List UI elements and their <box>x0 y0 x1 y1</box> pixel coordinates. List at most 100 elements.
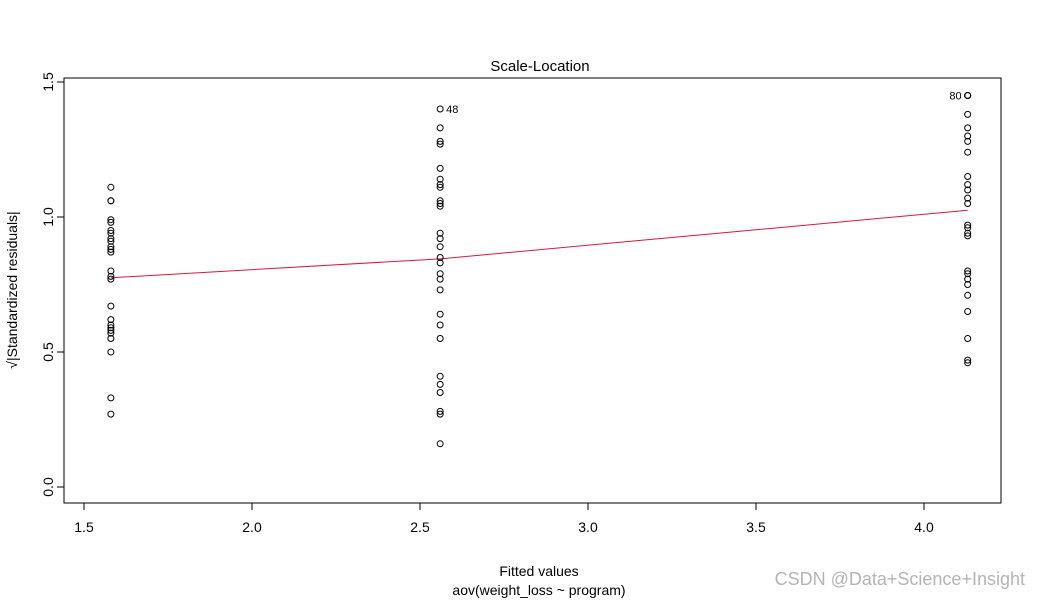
data-point <box>964 291 972 299</box>
data-point <box>107 275 115 283</box>
data-point <box>107 348 115 356</box>
data-point <box>436 380 444 388</box>
data-point <box>107 248 115 256</box>
data-point <box>964 232 972 240</box>
data-point <box>436 259 444 267</box>
data-point <box>964 308 972 315</box>
smooth-line <box>110 209 968 279</box>
x-tick-label: 2.0 <box>242 519 262 535</box>
data-point <box>964 224 972 232</box>
data-point <box>107 394 115 402</box>
data-point <box>436 137 444 145</box>
data-point <box>436 410 444 418</box>
data-point <box>436 229 444 237</box>
data-point <box>964 124 972 132</box>
data-point <box>107 237 115 245</box>
x-tick-label: 2.5 <box>410 519 430 535</box>
data-point <box>436 140 444 148</box>
points-layer <box>107 92 972 448</box>
data-point <box>436 181 444 189</box>
data-point <box>107 302 115 310</box>
x-axis-sublabel: aov(weight_loss ~ program) <box>452 582 625 598</box>
data-point <box>107 183 115 191</box>
data-point <box>436 321 444 329</box>
data-point <box>107 335 115 342</box>
data-point <box>107 216 115 224</box>
y-tick-label: 0.5 <box>40 342 56 362</box>
data-point <box>107 245 115 253</box>
data-point <box>436 270 444 278</box>
data-point <box>964 221 972 229</box>
data-point <box>964 356 972 364</box>
y-axis-label: √|Standardized residuals| <box>4 211 20 368</box>
data-point <box>964 359 972 367</box>
x-axis-label: Fitted values <box>499 563 578 579</box>
data-point <box>107 243 115 251</box>
x-axis: 1.5 2.0 2.5 3.0 3.5 4.0 <box>74 502 934 535</box>
data-point <box>107 410 115 418</box>
data-point <box>107 267 115 275</box>
data-point <box>436 254 444 261</box>
data-point <box>964 148 972 156</box>
data-point <box>436 275 444 283</box>
data-point <box>107 324 115 332</box>
data-point <box>964 186 972 194</box>
data-point <box>436 124 444 132</box>
y-tick-label: 0.0 <box>40 477 56 497</box>
data-point <box>964 270 972 278</box>
data-point <box>436 335 444 342</box>
data-point <box>964 267 972 275</box>
data-point <box>436 310 444 318</box>
plot-frame <box>63 77 1002 504</box>
x-tick-label: 3.0 <box>578 519 598 535</box>
data-point <box>964 137 972 145</box>
x-tick-label: 1.5 <box>74 519 94 535</box>
data-point <box>436 372 444 380</box>
data-point <box>964 281 972 288</box>
data-point <box>107 316 115 324</box>
data-point <box>436 235 444 243</box>
data-point <box>436 243 444 251</box>
data-point <box>964 132 972 140</box>
data-point <box>436 286 444 294</box>
point-annotation: 48 <box>446 104 458 116</box>
data-point <box>436 200 444 207</box>
data-point <box>964 200 972 207</box>
data-point <box>964 275 972 283</box>
y-tick-label: 1.0 <box>40 207 56 227</box>
data-point <box>964 110 972 118</box>
y-tick-label: 1.5 <box>40 72 56 92</box>
data-point <box>964 229 972 237</box>
chart-title: Scale-Location <box>490 58 589 75</box>
data-point <box>436 197 444 205</box>
data-point <box>107 218 115 226</box>
data-point <box>107 227 115 234</box>
data-point <box>436 183 444 191</box>
data-point <box>107 229 115 237</box>
data-point <box>436 105 444 113</box>
annotation-layer: 48 80 <box>446 91 962 117</box>
data-point <box>436 389 444 396</box>
data-point <box>436 175 444 183</box>
data-point <box>964 181 972 189</box>
x-tick-label: 4.0 <box>914 519 934 535</box>
data-point <box>964 335 972 342</box>
data-point <box>107 321 115 329</box>
data-point <box>436 164 444 172</box>
smooth-line-layer <box>110 209 968 279</box>
data-point <box>964 173 972 180</box>
data-point <box>436 202 444 210</box>
data-point <box>107 329 115 337</box>
data-point <box>107 326 115 334</box>
data-point <box>107 272 115 280</box>
data-point <box>107 235 115 243</box>
watermark: CSDN @Data+Science+Insight <box>774 569 1025 589</box>
data-point <box>964 92 972 99</box>
x-tick-label: 3.5 <box>746 519 766 535</box>
point-annotation: 80 <box>949 91 961 103</box>
data-point <box>107 197 115 205</box>
data-point <box>964 194 972 202</box>
data-point <box>436 407 444 415</box>
y-axis: 0.0 0.5 1.0 1.5 <box>40 72 65 497</box>
